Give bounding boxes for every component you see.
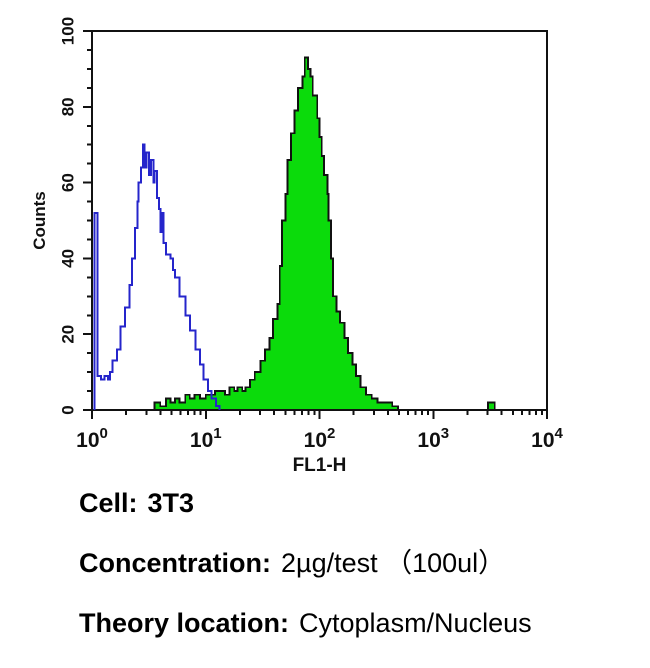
x-axis-ticks: [91, 410, 548, 419]
caption-concentration-label: Concentration:: [79, 548, 271, 578]
caption-block: Cell: 3T3 Concentration: 2µg/test （100ul） …: [79, 488, 639, 668]
y-tick-label: 0: [59, 405, 78, 414]
x-axis-title: FL1-H: [293, 455, 347, 476]
x-tick-label: 101: [190, 425, 222, 452]
y-axis-ticks: [83, 30, 92, 411]
caption-concentration-value: 2µg/test （100ul）: [281, 548, 506, 578]
y-tick-label: 40: [59, 249, 78, 268]
stained-histogram: [148, 56, 496, 411]
control-histogram: [93, 143, 221, 410]
y-tick-label: 80: [59, 97, 78, 116]
flow-histogram-plot: 0 20 40 60 80 100 Counts 100 101 102 103 104 FL1-H: [30, 17, 564, 476]
x-tick-label: 104: [531, 425, 563, 452]
y-tick-label: 20: [59, 325, 78, 344]
flow-histogram-svg: 0 20 40 60 80 100 Counts 100 101 102 103 104 FL1-H: [30, 17, 564, 476]
caption-cell: Cell: 3T3: [79, 488, 639, 518]
page: { "captions": [ {"label": "Cell:", "valu…: [30, 16, 564, 638]
caption-theory-location-label: Theory location:: [79, 608, 290, 638]
caption-theory-location-value: Cytoplasm/Nucleus: [299, 608, 532, 638]
caption-cell-value: 3T3: [147, 488, 195, 518]
y-tick-label: 60: [59, 173, 78, 192]
x-tick-label: 100: [76, 425, 108, 452]
caption-concentration: Concentration: 2µg/test （100ul）: [79, 548, 639, 578]
x-tick-label: 103: [417, 425, 449, 452]
caption-cell-label: Cell:: [79, 488, 138, 518]
caption-theory-location: Theory location: Cytoplasm/Nucleus: [79, 608, 639, 638]
y-axis-title: Counts: [30, 191, 49, 250]
x-tick-label: 102: [304, 425, 336, 452]
y-tick-label: 100: [59, 17, 78, 45]
